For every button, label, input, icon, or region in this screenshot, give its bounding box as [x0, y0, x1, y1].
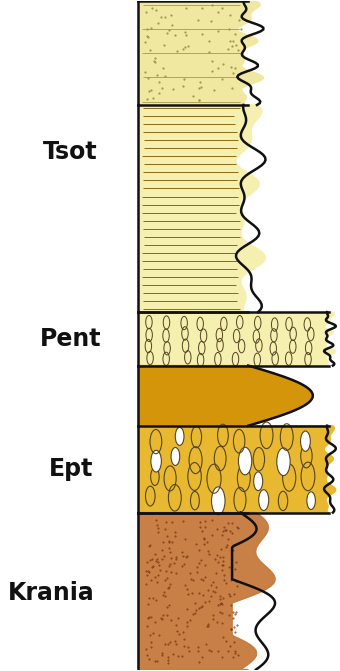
Text: Krania: Krania: [8, 581, 95, 605]
Circle shape: [238, 448, 252, 475]
Polygon shape: [138, 1, 263, 105]
Polygon shape: [138, 105, 266, 312]
Circle shape: [254, 472, 263, 491]
Polygon shape: [138, 513, 275, 670]
Circle shape: [277, 448, 290, 476]
Polygon shape: [138, 366, 313, 425]
Polygon shape: [138, 425, 336, 513]
Text: Pent: Pent: [40, 327, 101, 351]
Circle shape: [175, 427, 184, 446]
Circle shape: [259, 490, 269, 511]
Circle shape: [211, 487, 225, 515]
Text: Ept: Ept: [49, 457, 93, 481]
Text: Tsot: Tsot: [43, 140, 98, 164]
Circle shape: [171, 448, 180, 466]
Circle shape: [301, 431, 310, 452]
Circle shape: [151, 450, 162, 472]
Polygon shape: [138, 312, 336, 366]
Circle shape: [307, 492, 316, 509]
Polygon shape: [138, 513, 275, 670]
